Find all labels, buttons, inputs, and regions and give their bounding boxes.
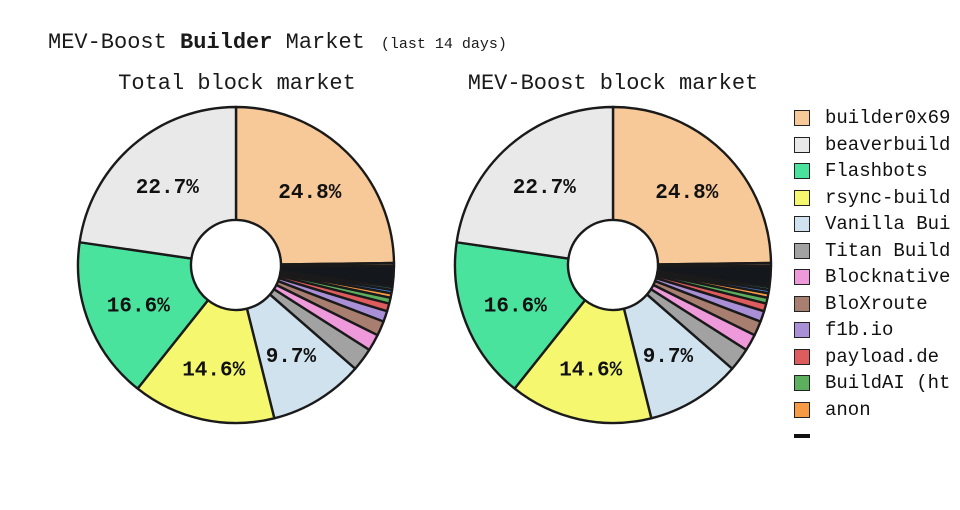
pie-slice-label-builder0x69: 24.8% [655, 182, 718, 205]
legend-item: BloXroute [794, 292, 950, 315]
pie-slice-beaverbuild [455, 105, 615, 260]
legend-item: Titan Build [794, 239, 951, 262]
chart-title-bold: Builder [180, 30, 273, 55]
legend-color-swatch [794, 216, 810, 232]
legend-color-swatch [794, 348, 810, 365]
pie-slice-Flashbots [453, 241, 587, 390]
legend-item-label: Blocknative [825, 266, 951, 288]
legend-item-label: f1b.io [825, 319, 894, 341]
legend-color-swatch [794, 434, 810, 438]
legend-color-swatch [794, 401, 810, 418]
pie-slice-label-beaverbuild: 22.7% [513, 177, 576, 200]
legend-item: Flashbots [794, 160, 950, 182]
pie-slice-label-rsync-build: 14.6% [182, 359, 245, 382]
pie-slice-Vanilla Bui [622, 293, 734, 420]
legend-item-label: rsync-build [825, 186, 951, 209]
pie-slice-label-builder0x69: 24.8% [278, 182, 341, 205]
pie-slice-label-Flashbots: 16.6% [107, 295, 170, 318]
pie-slice-label-Vanilla Bui: 9.7% [266, 346, 317, 369]
pie-slice-builder0x69 [234, 105, 396, 266]
left-pie-title: Total block market [118, 71, 356, 96]
chart-title-suffix: Market [272, 30, 365, 55]
total-block-pie-chart: 24.8% 9.7% 14.6% 16.6% 22.7% [76, 105, 396, 425]
legend-color-swatch [794, 269, 810, 285]
legend-item-label: beaverbuild [825, 133, 951, 156]
pie-slice-label-rsync-build: 14.6% [559, 359, 622, 382]
legend: builder0x69 beaverbuild Flashbots rsync-bui… [794, 107, 951, 444]
legend-item: Blocknative [794, 266, 951, 288]
legend-item-label: BuildAI (ht [825, 372, 951, 394]
legend-item: builder0x69 [794, 107, 951, 129]
pie-slice-label-beaverbuild: 22.7% [136, 177, 199, 200]
legend-item [794, 428, 950, 444]
legend-color-swatch [794, 242, 810, 259]
legend-item: Vanilla Bui [794, 213, 951, 235]
pie-slice-beaverbuild [78, 105, 238, 260]
pie-slice-Vanilla Bui [245, 293, 357, 420]
mev-boost-pie-chart: 24.8% 9.7% 14.6% 16.6% 22.7% [453, 105, 773, 425]
legend-item: rsync-build [794, 186, 951, 209]
pie-slice-rsync-build [513, 299, 653, 425]
pie-slice-rsync-build [136, 299, 276, 425]
legend-item: payload.de [794, 345, 950, 368]
legend-color-swatch [794, 189, 810, 206]
chart-title: MEV-Boost Builder Market (last 14 days) [48, 30, 507, 58]
legend-color-swatch [794, 375, 810, 391]
legend-item: beaverbuild [794, 133, 951, 156]
legend-item: BuildAI (ht [794, 372, 951, 394]
pie-slice-builder0x69 [611, 105, 773, 266]
legend-item-label: payload.de [825, 345, 940, 368]
pie-slice-Flashbots [76, 241, 210, 390]
legend-color-swatch [794, 322, 810, 338]
legend-color-swatch [794, 295, 810, 312]
legend-item-label: BloXroute [825, 292, 928, 315]
pie-slice-label-Vanilla Bui: 9.7% [643, 346, 694, 369]
legend-item-label: Titan Build [825, 239, 951, 262]
legend-item-label: anon [825, 398, 871, 421]
chart-title-prefix: MEV-Boost [48, 30, 181, 55]
legend-item: f1b.io [794, 319, 950, 341]
legend-color-swatch [794, 136, 810, 153]
legend-item-label: Flashbots [825, 160, 928, 182]
legend-item: anon [794, 398, 950, 421]
legend-color-swatch [794, 110, 810, 126]
chart-title-note: (last 14 days) [380, 36, 507, 53]
legend-color-swatch [794, 163, 810, 179]
pie-slice-label-Flashbots: 16.6% [484, 295, 547, 318]
legend-item-label: Vanilla Bui [825, 213, 951, 235]
legend-item-label: builder0x69 [825, 107, 951, 129]
right-pie-title: MEV-Boost block market [467, 71, 759, 96]
